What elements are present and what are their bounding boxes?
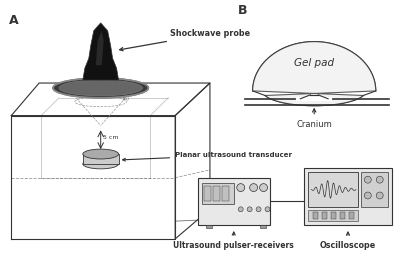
Circle shape <box>247 207 252 212</box>
Text: Planar ultrasound transducer: Planar ultrasound transducer <box>122 152 292 161</box>
Circle shape <box>376 176 383 183</box>
Circle shape <box>256 207 261 212</box>
FancyBboxPatch shape <box>361 172 388 207</box>
FancyBboxPatch shape <box>340 212 345 219</box>
Ellipse shape <box>83 159 118 169</box>
FancyBboxPatch shape <box>304 168 392 225</box>
FancyBboxPatch shape <box>260 225 266 228</box>
Polygon shape <box>253 42 376 106</box>
FancyBboxPatch shape <box>313 212 318 219</box>
FancyBboxPatch shape <box>83 154 118 164</box>
FancyBboxPatch shape <box>204 186 211 202</box>
Ellipse shape <box>83 149 118 159</box>
FancyBboxPatch shape <box>213 186 220 202</box>
FancyBboxPatch shape <box>222 186 229 202</box>
Text: Shockwave probe: Shockwave probe <box>120 29 250 51</box>
Text: Ultrasound pulser-receivers: Ultrasound pulser-receivers <box>173 232 294 250</box>
Circle shape <box>364 176 371 183</box>
Text: B: B <box>238 4 247 17</box>
Polygon shape <box>83 23 118 80</box>
Text: Cranium: Cranium <box>296 109 332 128</box>
FancyBboxPatch shape <box>198 178 270 225</box>
Polygon shape <box>96 31 104 65</box>
Circle shape <box>265 207 270 212</box>
Text: Gel pad: Gel pad <box>294 58 334 68</box>
FancyBboxPatch shape <box>349 212 354 219</box>
Ellipse shape <box>53 78 148 98</box>
FancyBboxPatch shape <box>322 212 327 219</box>
Circle shape <box>376 192 383 199</box>
FancyBboxPatch shape <box>206 225 212 228</box>
FancyBboxPatch shape <box>308 210 358 221</box>
Circle shape <box>250 184 258 192</box>
Circle shape <box>238 207 243 212</box>
FancyBboxPatch shape <box>308 172 358 207</box>
Circle shape <box>364 192 371 199</box>
Ellipse shape <box>59 80 142 96</box>
FancyBboxPatch shape <box>331 212 336 219</box>
Circle shape <box>260 184 268 192</box>
FancyBboxPatch shape <box>202 183 234 204</box>
Text: 5 cm: 5 cm <box>103 135 118 140</box>
Circle shape <box>237 184 245 192</box>
Text: A: A <box>9 14 19 27</box>
Text: (b): (b) <box>122 96 130 101</box>
Text: Oscilloscope: Oscilloscope <box>320 232 376 250</box>
